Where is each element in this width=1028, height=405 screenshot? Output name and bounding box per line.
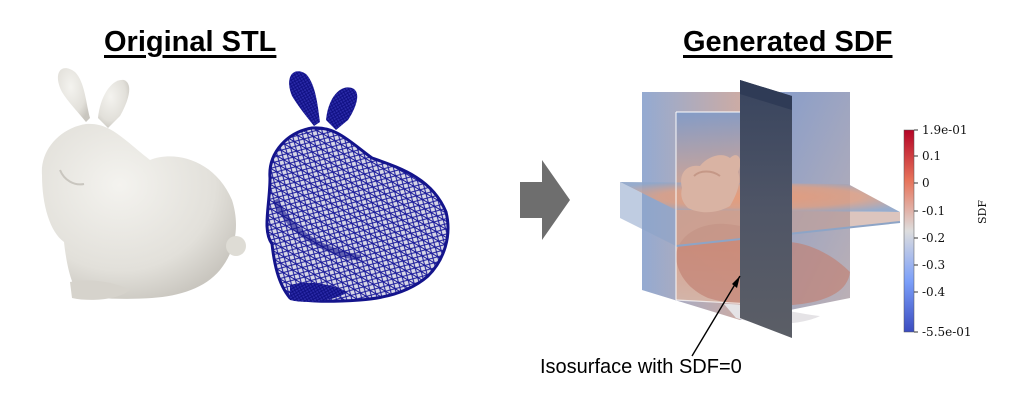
colorbar-tick-label: -0.3: [922, 258, 946, 272]
colorbar-tick-label: -0.2: [922, 231, 946, 245]
right-arrow-icon: [520, 160, 570, 240]
colorbar-min-label: -5.5e-01: [922, 325, 972, 339]
original-stl-title: Original STL: [104, 26, 277, 58]
wireframe-bunny-model: [265, 71, 450, 303]
sdf-visualization: [620, 80, 901, 357]
colorbar-tick-label: -0.4: [922, 285, 946, 299]
colorbar-max-label: 1.9e-01: [922, 123, 968, 137]
colorbar-tick-label: -0.1: [922, 204, 946, 218]
sdf-colorbar: [903, 129, 918, 333]
colorbar-tick-label: 0: [922, 176, 930, 190]
colorbar-title: SDF: [976, 200, 989, 224]
generated-sdf-title: Generated SDF: [683, 26, 893, 58]
colorbar-tick-label: 0.1: [922, 149, 942, 163]
isosurface-annotation: Isosurface with SDF=0: [540, 356, 742, 378]
shaded-bunny-model: [41, 68, 246, 300]
